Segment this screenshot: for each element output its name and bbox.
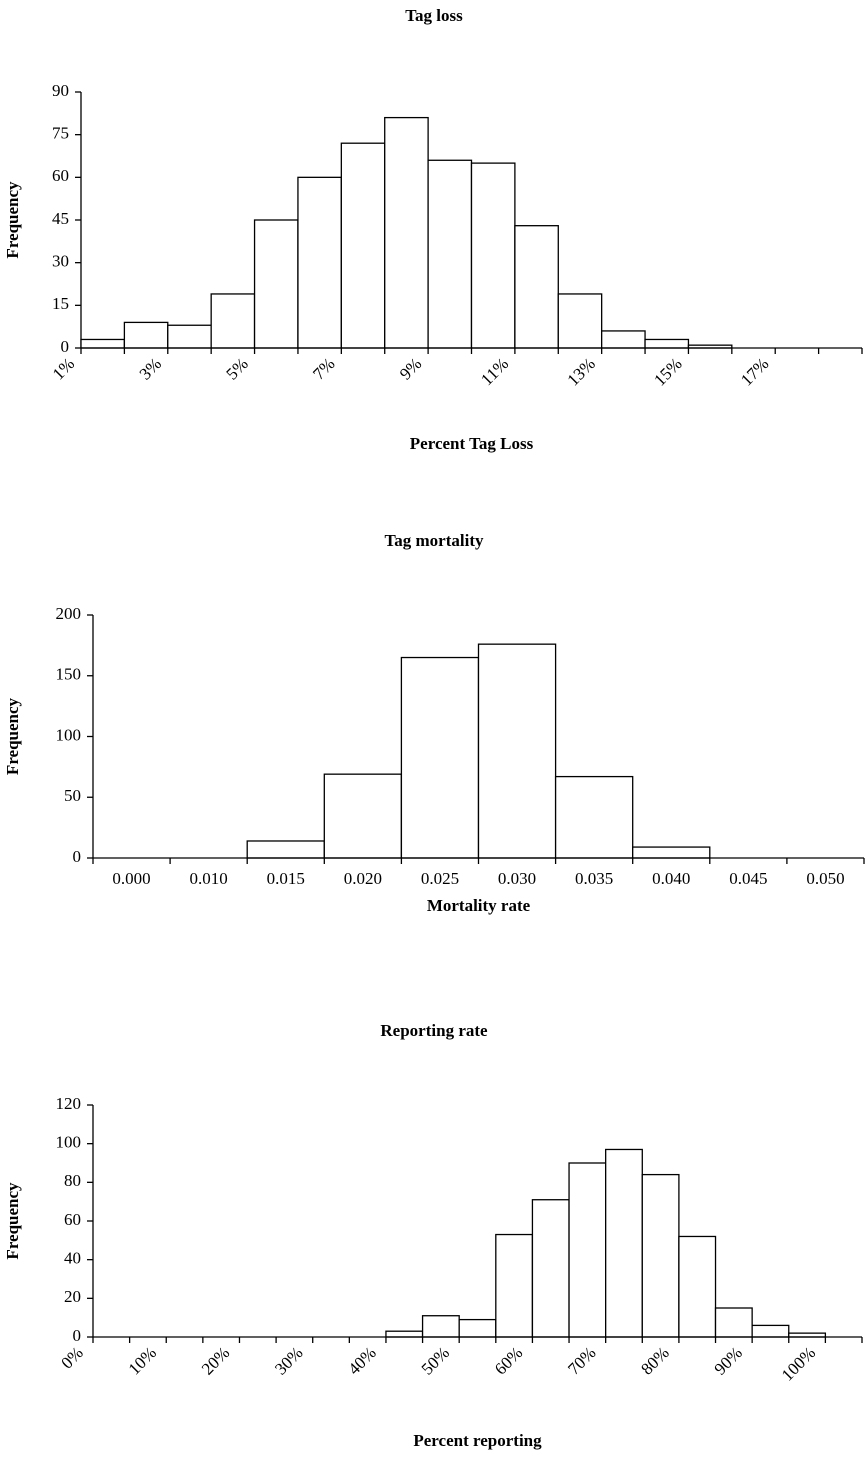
bar bbox=[531, 1199, 570, 1338]
bar bbox=[678, 1235, 717, 1338]
x-tick-label: 13% bbox=[563, 354, 598, 389]
bar bbox=[421, 1315, 460, 1338]
y-tick-label: 30 bbox=[52, 252, 69, 271]
x-tick-label: 0.035 bbox=[575, 869, 613, 888]
bar bbox=[400, 656, 480, 859]
bar bbox=[470, 162, 516, 349]
bar bbox=[514, 225, 559, 349]
y-tick-label: 0 bbox=[73, 1326, 82, 1345]
x-tick-label: 1% bbox=[49, 354, 78, 383]
x-tick-label: 80% bbox=[637, 1343, 672, 1378]
y-tick-label: 20 bbox=[64, 1287, 81, 1306]
bar bbox=[253, 219, 299, 349]
x-tick-label: 70% bbox=[564, 1343, 599, 1378]
bar bbox=[714, 1307, 753, 1338]
bar bbox=[557, 293, 603, 349]
bar bbox=[340, 142, 386, 349]
bar bbox=[568, 1162, 607, 1338]
y-tick-label: 0 bbox=[61, 337, 70, 356]
bar bbox=[80, 338, 126, 349]
bar bbox=[601, 330, 646, 349]
x-tick-label: 30% bbox=[271, 1343, 306, 1378]
x-tick-label: 11% bbox=[477, 354, 512, 389]
x-tick-label: 17% bbox=[737, 354, 772, 389]
x-tick-label: 20% bbox=[198, 1343, 233, 1378]
bar bbox=[751, 1324, 790, 1338]
x-axis-title: Mortality rate bbox=[427, 896, 531, 915]
bar bbox=[632, 846, 711, 859]
bar bbox=[210, 293, 256, 349]
bar bbox=[427, 159, 473, 349]
bar bbox=[384, 116, 429, 349]
x-tick-label: 15% bbox=[650, 354, 685, 389]
bar bbox=[644, 338, 690, 349]
y-tick-label: 0 bbox=[73, 847, 82, 866]
x-axis-title: Percent Tag Loss bbox=[410, 434, 534, 453]
y-axis-title: Frequency bbox=[3, 1182, 22, 1260]
x-tick-label: 10% bbox=[125, 1343, 160, 1378]
bar bbox=[246, 840, 325, 859]
x-tick-label: 3% bbox=[136, 354, 165, 383]
x-tick-label: 9% bbox=[396, 354, 425, 383]
x-tick-label: 0.040 bbox=[652, 869, 690, 888]
y-tick-label: 150 bbox=[56, 665, 82, 684]
x-tick-label: 0% bbox=[57, 1343, 86, 1372]
x-tick-label: 0.025 bbox=[421, 869, 459, 888]
x-tick-label: 100% bbox=[778, 1343, 819, 1384]
x-tick-label: 0.050 bbox=[806, 869, 844, 888]
x-tick-label: 7% bbox=[309, 354, 338, 383]
y-tick-label: 40 bbox=[64, 1249, 81, 1268]
y-axis-title: Frequency bbox=[3, 181, 22, 259]
x-tick-label: 60% bbox=[491, 1343, 526, 1378]
bar bbox=[323, 773, 403, 859]
bar bbox=[458, 1318, 497, 1338]
x-tick-label: 0.030 bbox=[498, 869, 536, 888]
y-axis-title: Frequency bbox=[3, 697, 22, 775]
x-tick-label: 0.000 bbox=[112, 869, 150, 888]
x-tick-label: 40% bbox=[344, 1343, 379, 1378]
y-tick-label: 45 bbox=[52, 209, 69, 228]
bar bbox=[554, 775, 634, 859]
bar bbox=[641, 1173, 680, 1338]
x-axis-title: Percent reporting bbox=[413, 1431, 542, 1450]
bar bbox=[385, 1330, 424, 1338]
y-tick-label: 60 bbox=[64, 1210, 81, 1229]
y-tick-label: 100 bbox=[56, 1133, 82, 1152]
bar bbox=[297, 176, 342, 349]
chart-title: Reporting rate bbox=[380, 1021, 488, 1040]
y-tick-label: 60 bbox=[52, 166, 69, 185]
x-tick-label: 50% bbox=[418, 1343, 453, 1378]
bar bbox=[123, 321, 169, 349]
x-tick-label: 5% bbox=[222, 354, 251, 383]
y-tick-label: 80 bbox=[64, 1171, 81, 1190]
y-tick-label: 15 bbox=[52, 294, 69, 313]
bar bbox=[495, 1233, 534, 1338]
x-tick-label: 0.015 bbox=[267, 869, 305, 888]
x-tick-label: 90% bbox=[711, 1343, 746, 1378]
y-tick-label: 120 bbox=[56, 1094, 82, 1113]
x-tick-label: 0.045 bbox=[729, 869, 767, 888]
y-tick-label: 100 bbox=[56, 725, 82, 744]
chart-title: Tag loss bbox=[405, 6, 463, 25]
bar bbox=[605, 1148, 643, 1338]
x-tick-label: 0.020 bbox=[344, 869, 382, 888]
bar bbox=[477, 643, 557, 859]
x-tick-label: 0.010 bbox=[190, 869, 228, 888]
bar bbox=[167, 324, 212, 349]
y-tick-label: 200 bbox=[56, 604, 82, 623]
chart-title: Tag mortality bbox=[384, 531, 484, 550]
y-tick-label: 90 bbox=[52, 81, 69, 100]
y-tick-label: 50 bbox=[64, 786, 81, 805]
y-tick-label: 75 bbox=[52, 124, 69, 143]
